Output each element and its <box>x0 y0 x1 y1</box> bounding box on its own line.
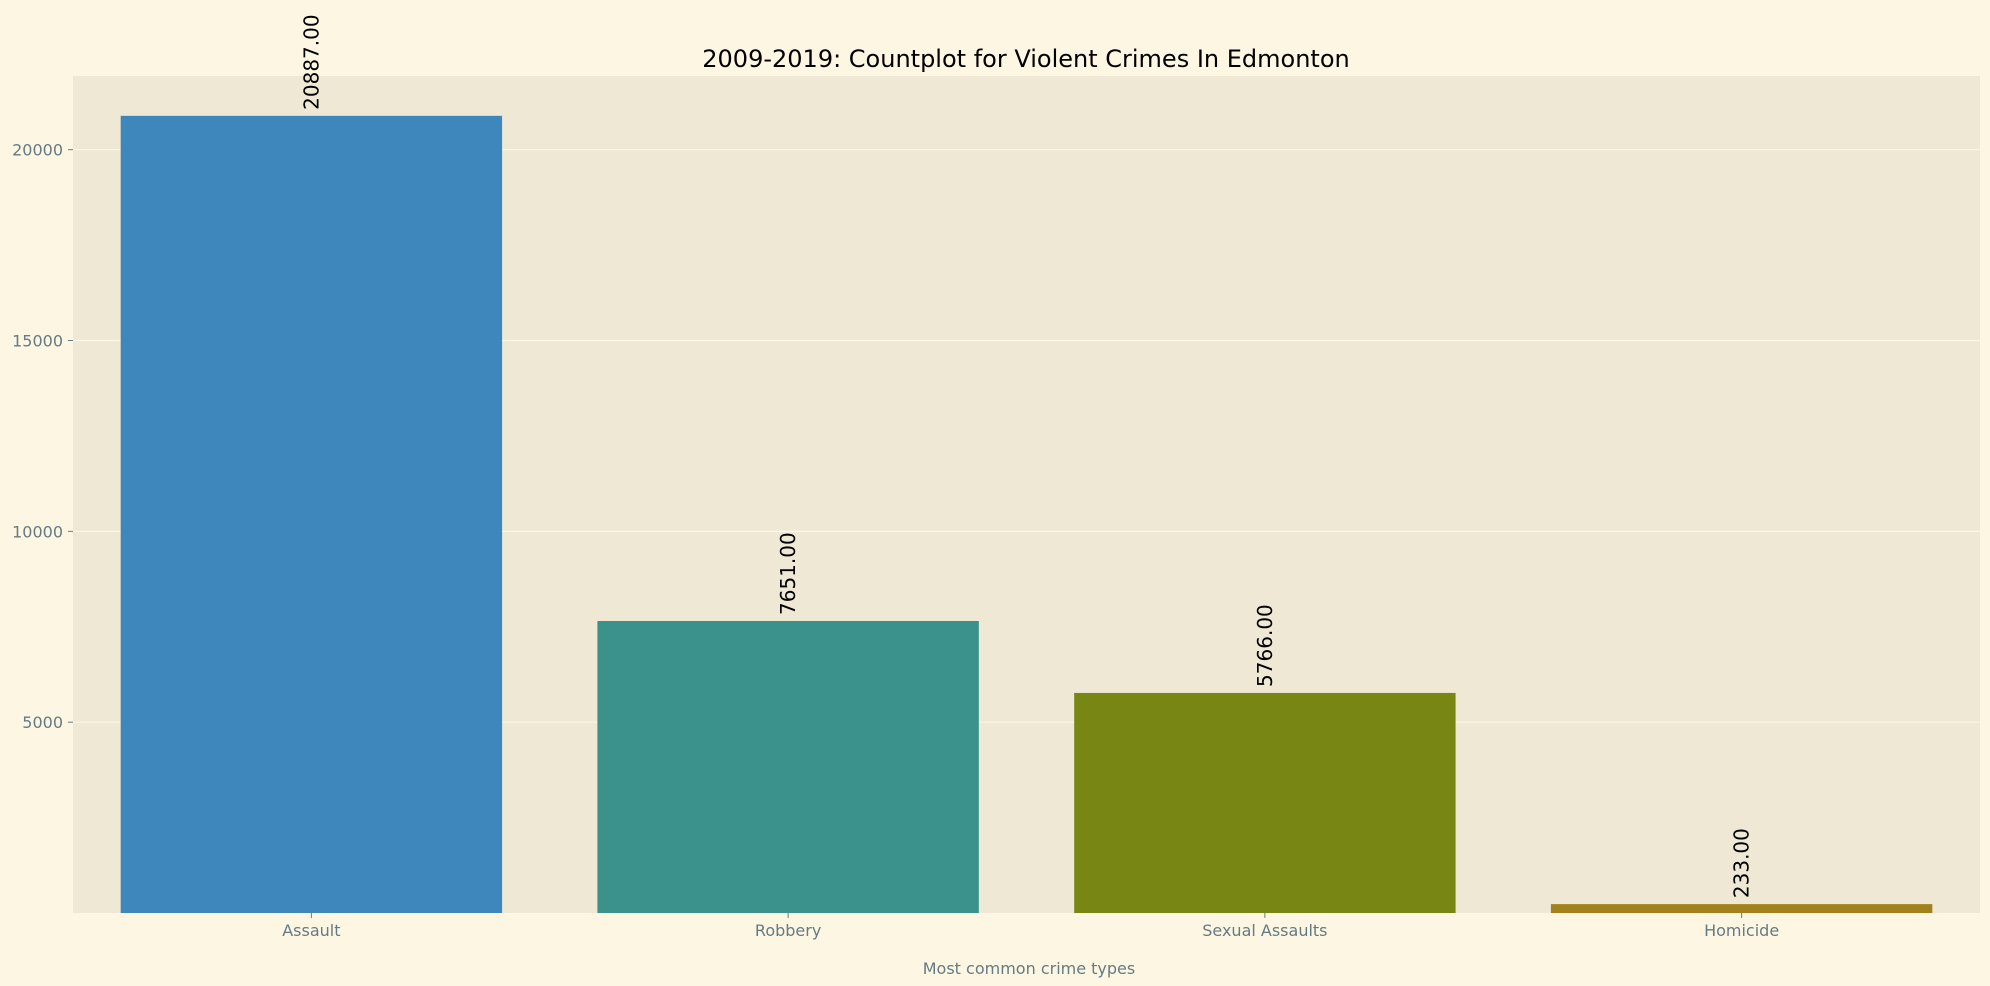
bar-robbery <box>597 620 979 913</box>
data-label: 5766.00 <box>1253 604 1277 687</box>
bar-homicide <box>1550 904 1933 913</box>
bar-assault <box>120 115 503 913</box>
y-tick-label: 10000 <box>12 522 63 541</box>
x-tick-label: Assault <box>282 921 340 940</box>
y-tick-label: 5000 <box>22 713 63 732</box>
x-tick-label: Robbery <box>755 921 821 940</box>
bar-sexual-assaults <box>1074 692 1456 913</box>
x-axis-label: Most common crime types <box>923 959 1135 978</box>
x-axis-ticks: Assault Robbery Sexual Assaults Homicide <box>282 913 1779 940</box>
x-tick-label: Sexual Assaults <box>1202 921 1327 940</box>
data-label: 233.00 <box>1730 828 1754 898</box>
data-label: 20887.00 <box>299 14 323 109</box>
chart-title: 2009-2019: Countplot for Violent Crimes … <box>702 45 1349 73</box>
data-label: 7651.00 <box>776 532 800 615</box>
x-tick-label: Homicide <box>1704 921 1779 940</box>
data-labels: 20887.00 7651.00 5766.00 233.00 <box>299 14 1753 898</box>
y-tick-label: 15000 <box>12 332 63 351</box>
bars <box>120 115 1933 913</box>
y-axis-ticks: 5000 10000 15000 20000 <box>12 141 73 732</box>
y-tick-label: 20000 <box>12 141 63 160</box>
